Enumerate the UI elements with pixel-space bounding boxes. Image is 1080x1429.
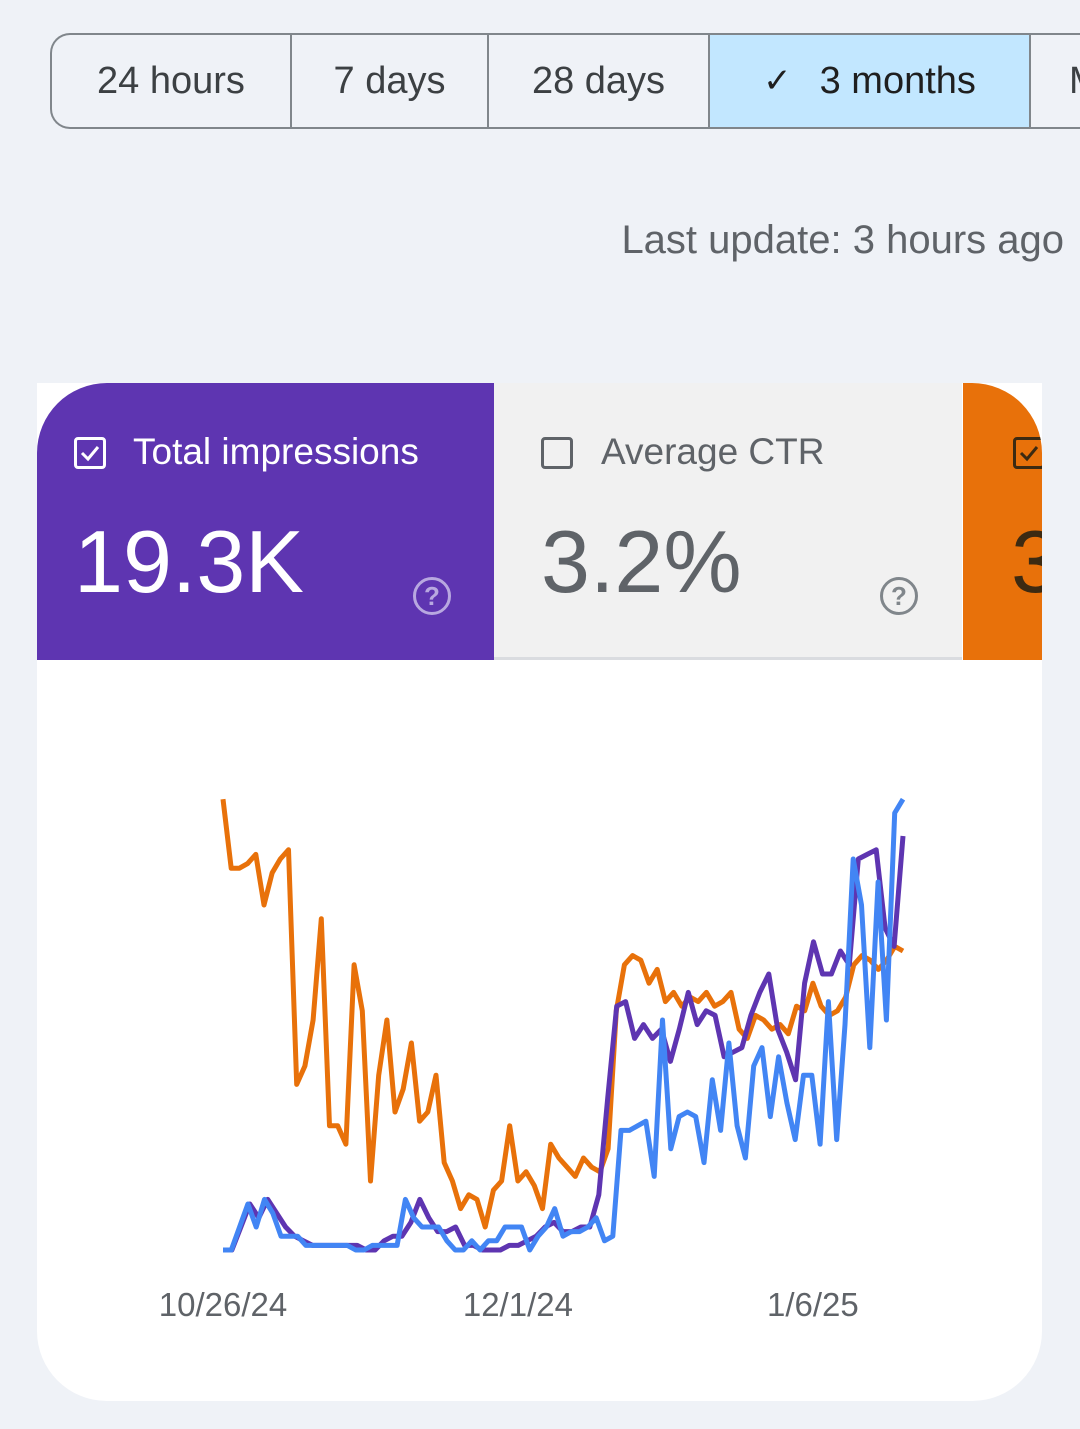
metric-tile-position[interactable]: 3 [963, 383, 1042, 660]
performance-card: Total impressions 19.3K ? Average CTR 3.… [37, 383, 1042, 1401]
checkbox-checked-icon[interactable] [1013, 437, 1042, 469]
range-label: M [1069, 60, 1080, 103]
range-24-hours[interactable]: 24 hours [52, 35, 292, 127]
metric-label: Total impressions [133, 431, 419, 472]
metric-tiles: Total impressions 19.3K ? Average CTR 3.… [37, 383, 1042, 660]
range-7-days[interactable]: 7 days [292, 35, 489, 127]
checkbox-checked-icon[interactable] [74, 437, 106, 469]
range-label: 7 days [333, 59, 446, 102]
x-tick-label: 1/6/25 [767, 1286, 859, 1323]
checkmark-icon: ✓ [763, 62, 792, 100]
range-label: 3 months [819, 59, 976, 102]
range-more[interactable]: M [1031, 35, 1080, 127]
help-icon[interactable]: ? [413, 577, 451, 615]
series-line-clicks [223, 797, 906, 1253]
range-label: 24 hours [97, 59, 245, 102]
last-update-text: Last update: 3 hours ago [621, 218, 1064, 262]
metric-value: 3.2% [541, 512, 742, 611]
metric-value: 19.3K [74, 512, 304, 611]
series-line-average-position [220, 798, 905, 1230]
range-label: 28 days [531, 59, 666, 102]
x-tick-label: 12/1/24 [463, 1286, 573, 1323]
range-28-days[interactable]: 28 days [489, 35, 710, 127]
help-icon[interactable]: ? [880, 577, 918, 615]
x-tick-label: 10/26/24 [159, 1286, 287, 1323]
metric-tile-ctr[interactable]: Average CTR 3.2% ? [494, 383, 962, 660]
metric-label: Average CTR [601, 431, 825, 472]
metric-tile-impressions[interactable]: Total impressions 19.3K ? [37, 383, 494, 660]
performance-chart: 10/26/24 12/1/24 1/6/25 [159, 797, 906, 1323]
range-3-months[interactable]: ✓ 3 months [710, 35, 1031, 127]
metric-value: 3 [1011, 512, 1042, 611]
checkbox-unchecked-icon[interactable] [541, 437, 573, 469]
date-range-selector: 24 hours 7 days 28 days ✓ 3 months M [50, 33, 1080, 129]
